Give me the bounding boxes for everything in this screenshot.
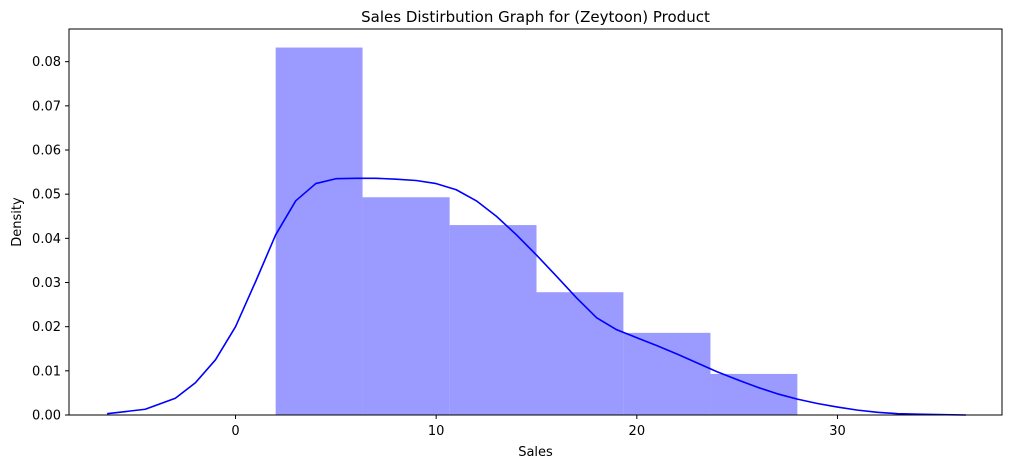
histogram-bar (449, 225, 537, 415)
histogram-bar (623, 332, 711, 415)
x-axis-ticks: 0 10 20 30 (231, 415, 846, 439)
y-tick-label: 0.05 (32, 188, 61, 203)
x-tick-label: 30 (829, 424, 846, 439)
y-tick-label: 0.04 (32, 232, 61, 247)
y-axis-ticks: 0.00 0.01 0.02 0.03 0.04 0.05 0.06 0.07 0.08 (32, 55, 69, 424)
histogram-bar (275, 47, 363, 416)
x-tick-label: 20 (629, 424, 646, 439)
x-tick-label: 0 (231, 424, 239, 439)
histogram-bars (275, 47, 798, 416)
plot-frame (68, 28, 1003, 416)
chart-title: Sales Distirbution Graph for (Zeytoon) P… (361, 8, 710, 26)
x-axis-label: Sales (518, 445, 553, 460)
histogram-bar (362, 197, 450, 415)
kde-line (107, 177, 966, 416)
y-tick-label: 0.08 (32, 55, 61, 70)
y-tick-label: 0.00 (32, 409, 61, 424)
x-tick-label: 10 (428, 424, 445, 439)
y-tick-label: 0.03 (32, 276, 61, 291)
y-tick-label: 0.01 (32, 364, 61, 379)
y-axis-label: Density (10, 197, 25, 247)
y-tick-label: 0.07 (32, 99, 61, 114)
y-tick-label: 0.02 (32, 320, 61, 335)
kde-layer (107, 177, 966, 416)
y-tick-label: 0.06 (32, 144, 61, 159)
histogram-bar (536, 292, 624, 415)
histogram-bar (710, 373, 798, 415)
